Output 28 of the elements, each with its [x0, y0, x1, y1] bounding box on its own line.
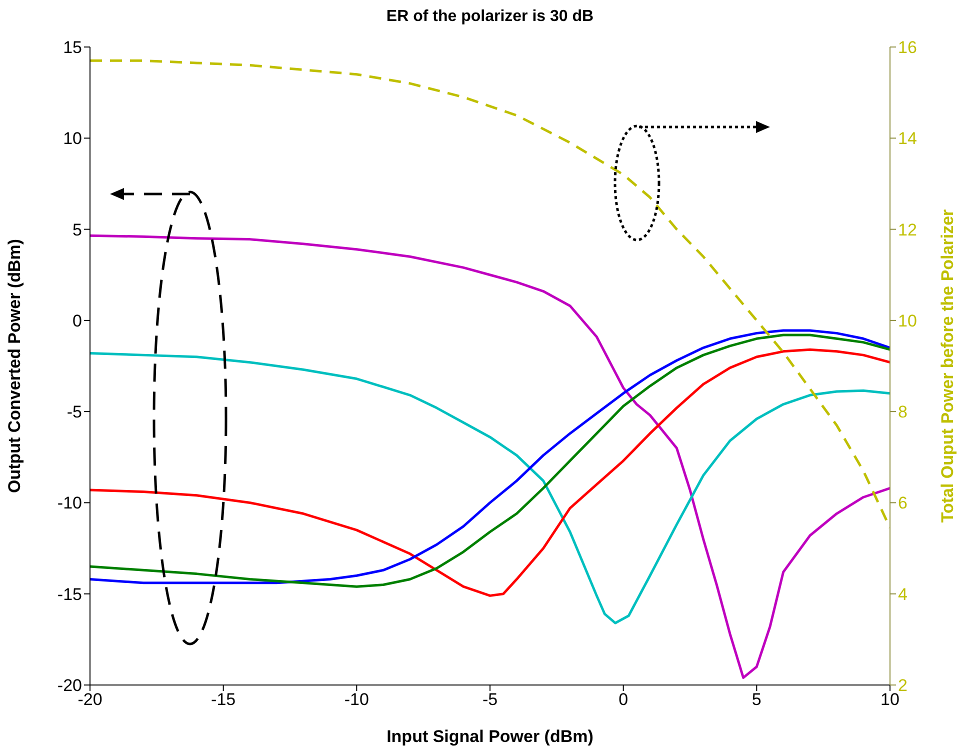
y2-tick-label: 12 [898, 220, 917, 240]
y2-tick-label: 4 [898, 584, 908, 604]
x-tick-label: -5 [482, 690, 498, 710]
line-series [90, 59, 890, 530]
x-tick-label: -10 [344, 690, 369, 710]
chart-title: ER of the polarizer is 30 dB [385, 8, 595, 26]
y2-tick-label: 16 [898, 38, 917, 58]
y2-tick-label: 10 [898, 311, 917, 330]
y-tick-label: -20 [57, 676, 82, 696]
x-axis-title: Input Signal Power (dBm) [386, 727, 594, 746]
y2-tick-label: 8 [898, 402, 908, 422]
x-tick-label: 0 [618, 690, 628, 710]
y2-tick-label: 6 [898, 494, 908, 513]
x-tick-label: 5 [752, 690, 762, 710]
y-tick-label: 15 [63, 38, 82, 58]
line-series [90, 234, 890, 679]
x-tick-label: 10 [880, 690, 900, 710]
y-tick-label: -10 [57, 494, 82, 513]
y-tick-label: 0 [72, 311, 82, 330]
x-tick-label: -15 [211, 690, 236, 710]
y2-axis-title: Total Ouput Power before the Polarizer [938, 208, 958, 523]
y-tick-label: -15 [57, 584, 82, 604]
y-tick-label: 5 [72, 220, 82, 240]
y-axis-title: Output Converted Power (dBm) [5, 238, 24, 494]
y2-tick-label: 14 [898, 129, 917, 148]
y2-tick-label: 2 [898, 676, 908, 696]
y-tick-label: -5 [66, 402, 82, 422]
y-tick-label: 10 [63, 129, 82, 148]
